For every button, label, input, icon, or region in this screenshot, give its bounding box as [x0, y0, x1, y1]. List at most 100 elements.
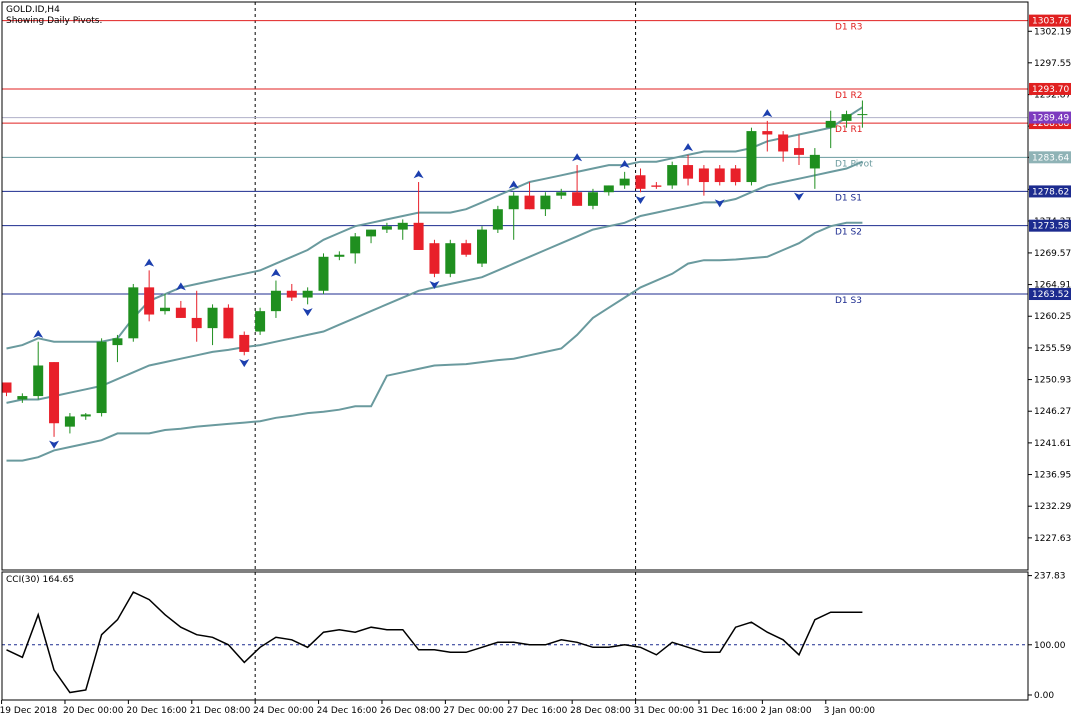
candle-body: [651, 185, 662, 187]
bollinger-lower-line: [6, 221, 863, 462]
candle-body: [857, 114, 868, 116]
fractal-down-arrow-icon: [794, 192, 804, 201]
time-axis: 19 Dec 2018 20 Dec 00:00 20 Dec 16:00 21 De…: [0, 700, 875, 716]
candle-body: [175, 307, 186, 318]
fractal-down-arrow-icon: [429, 280, 440, 289]
pivot-price-label: 1283.64: [1029, 151, 1071, 164]
pivot-price-label-box: [1029, 14, 1071, 27]
candle-body: [746, 131, 757, 183]
bear-candle: [286, 283, 297, 301]
bull-candle: [841, 110, 852, 128]
candle-body: [144, 287, 155, 315]
pivot-price-label-box: [1029, 219, 1071, 232]
main-plot-frame: [1, 1, 1029, 571]
price-tick-label: 1269.57: [1034, 249, 1071, 259]
bear-candle: [461, 239, 472, 257]
pivot-price-label-text: 1263.52: [1032, 290, 1069, 300]
candle-body: [730, 168, 741, 183]
pivot-price-label-text: 1278.62: [1032, 187, 1069, 197]
bear-candle: [1, 382, 12, 397]
candle-body: [635, 175, 646, 189]
fractal-up-arrow-icon: [572, 153, 583, 162]
time-tick-label: 24 Dec 16:00: [317, 706, 378, 716]
pivot-label: D1 S3: [835, 296, 862, 306]
time-tick-label: 20 Dec 00:00: [63, 706, 124, 716]
cci-axis: 237.83 100.00 0.00: [1028, 572, 1066, 701]
pivot-price-label: 1263.52: [1029, 288, 1071, 301]
bull-candle: [270, 280, 281, 318]
candle-body: [841, 114, 852, 121]
candle-body: [762, 131, 773, 135]
candle-body: [508, 195, 519, 210]
bear-candle: [714, 165, 725, 186]
pivot-price-label-box: [1029, 82, 1071, 95]
bull-candle: [857, 100, 868, 128]
bid-price-label-text: 1289.49: [1032, 114, 1069, 124]
bull-candle: [445, 239, 456, 278]
price-tick-label: 1227.63: [1034, 534, 1071, 544]
bull-candle: [508, 192, 519, 240]
fractal-up-arrow-icon: [270, 268, 281, 277]
bull-candle: [255, 307, 266, 335]
time-tick-label: 26 Dec 08:00: [380, 706, 441, 716]
pivot-price-label-text: 1293.70: [1032, 85, 1069, 95]
candle-body: [112, 338, 123, 346]
fractal-up-arrow-icon: [619, 160, 630, 169]
candle-body: [302, 290, 313, 298]
candle-body: [366, 229, 377, 237]
candle-body: [698, 168, 709, 183]
bear-candle: [651, 182, 662, 189]
candle-body: [33, 365, 44, 397]
pivot-price-label-box: [1029, 185, 1071, 198]
candle-body: [128, 287, 139, 339]
cci-plot-frame: [1, 571, 1029, 701]
candle-body: [572, 192, 583, 206]
candle-body: [667, 165, 678, 186]
candlestick-series: [1, 100, 868, 437]
price-tick-label: 1292.87: [1034, 91, 1071, 101]
candle-body: [397, 222, 408, 230]
fractal-down-arrow-icon: [239, 359, 250, 368]
session-separators: [254, 2, 637, 700]
candle-body: [17, 396, 28, 400]
bull-candle: [302, 287, 313, 305]
cci-line: [6, 591, 863, 694]
bull-candle: [160, 294, 170, 315]
fractal-down-arrow-icon: [714, 199, 725, 208]
candle-body: [429, 243, 440, 274]
price-tick-label: 1232.29: [1034, 502, 1071, 512]
bear-candle: [524, 182, 535, 210]
pivot-price-label-text: 1288.68: [1032, 119, 1069, 129]
candle-body: [445, 243, 456, 274]
candle-body: [778, 134, 789, 152]
fractal-down-arrow-icon: [635, 196, 646, 205]
pivot-price-label: 1293.70: [1029, 82, 1071, 95]
candle-body: [714, 168, 725, 183]
fractal-up-arrow-icon: [683, 143, 694, 152]
bull-candle: [667, 161, 678, 189]
bull-candle: [540, 192, 551, 217]
bear-candle: [698, 165, 709, 196]
price-axis-labels: 1303.76 1293.70 1288.68 1283.64 1278.62 1273.…: [1029, 14, 1071, 301]
candle-body: [603, 185, 614, 193]
time-tick-label: 27 Dec 16:00: [507, 706, 568, 716]
bull-candle: [80, 413, 91, 420]
fractal-markers: [33, 109, 804, 449]
bull-candle: [746, 127, 757, 186]
time-tick-label: 19 Dec 2018: [0, 706, 57, 716]
cci-tick-label: 237.83: [1034, 572, 1066, 582]
bear-candle: [794, 134, 804, 166]
fractal-up-arrow-icon: [144, 258, 155, 267]
bull-candle: [17, 393, 28, 403]
candle-body: [80, 414, 91, 417]
pivot-price-label: 1278.62: [1029, 185, 1071, 198]
fractal-down-arrow-icon: [302, 308, 313, 317]
bull-candle: [556, 188, 567, 200]
fractal-up-arrow-icon: [33, 329, 44, 338]
cci-tick-label: 0.00: [1034, 691, 1054, 701]
bull-candle: [128, 283, 139, 342]
candle-body: [524, 195, 535, 210]
candle-body: [49, 362, 60, 424]
